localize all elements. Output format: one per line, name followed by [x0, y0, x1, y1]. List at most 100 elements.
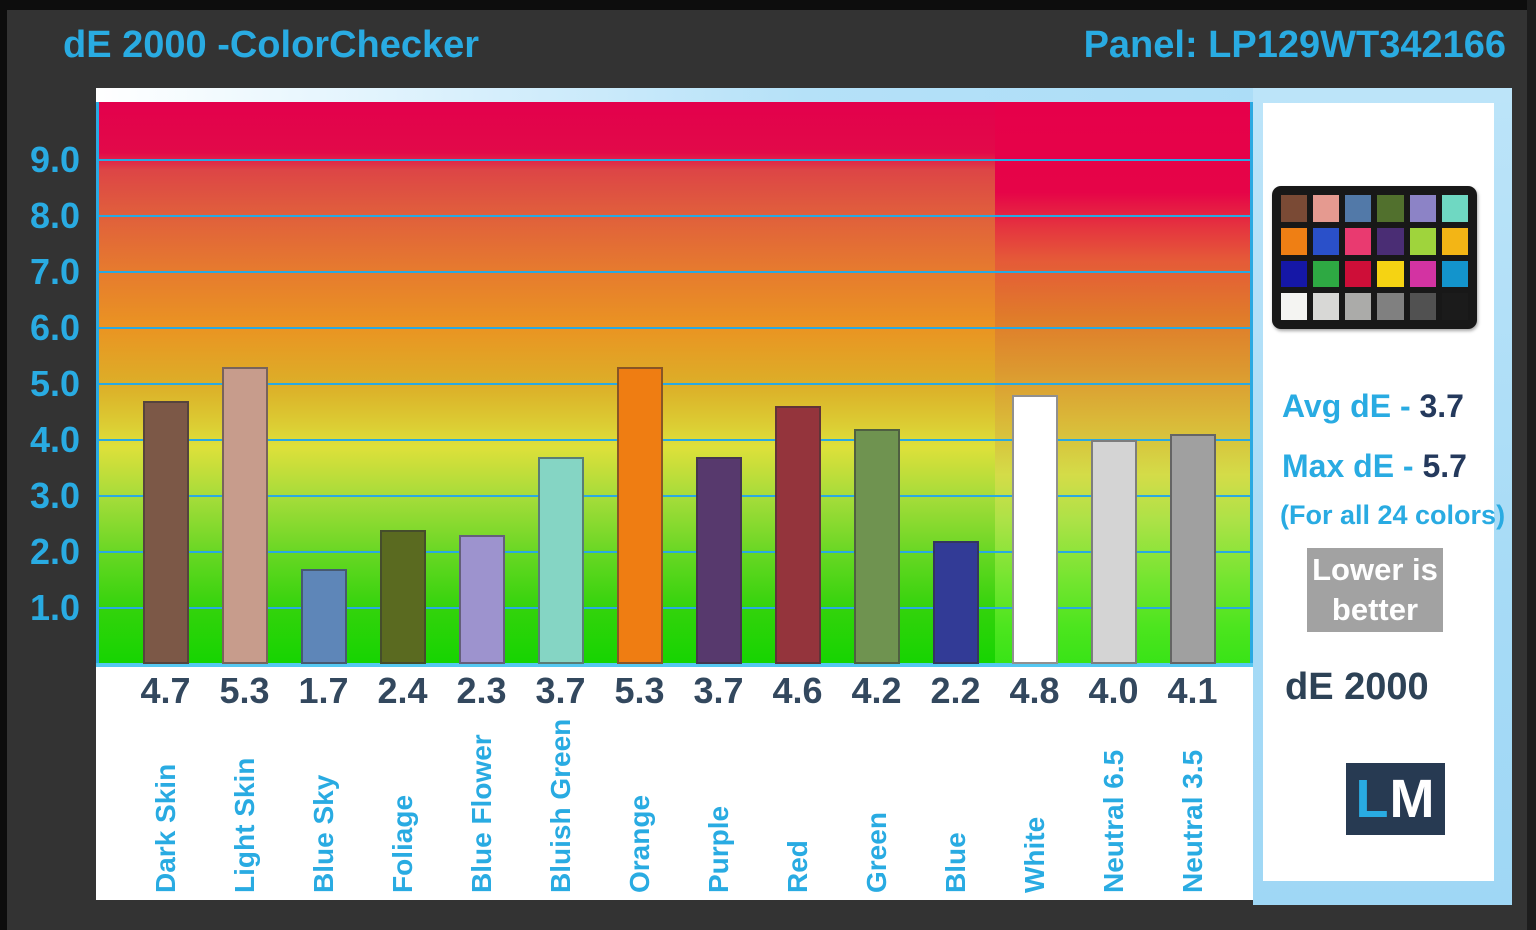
bar-blue-flower	[458, 535, 505, 664]
category-label-purple: Purple	[702, 805, 734, 893]
gridline-2.0	[99, 551, 1250, 553]
avg-de-line: Avg dE - 3.7	[1282, 388, 1464, 425]
colorchecker-swatch-17	[1409, 260, 1436, 288]
colorchecker-swatch-20	[1313, 293, 1340, 320]
lower-is-better-badge: Lower is better	[1307, 548, 1443, 632]
bar-value-neutral-3-5: 4.1	[1167, 670, 1218, 711]
window-border-top	[0, 0, 1536, 10]
plot-right-border	[1250, 102, 1253, 667]
colorchecker-swatch-4	[1377, 195, 1404, 222]
category-label-orange: Orange	[623, 794, 655, 893]
gridline-5.0	[99, 383, 1250, 385]
chart-title: dE 2000 -ColorChecker	[63, 24, 480, 66]
x-axis-line	[96, 663, 1253, 667]
colorchecker-swatch-12	[1441, 227, 1468, 255]
bar-value-bluish-green: 3.7	[535, 670, 586, 711]
chart-frame-top-band	[96, 88, 1512, 103]
bar-red	[774, 406, 821, 664]
bar-value-dark-skin: 4.7	[140, 670, 191, 711]
gridline-9.0	[99, 159, 1250, 161]
gridline-3.0	[99, 495, 1250, 497]
category-panel	[96, 667, 1253, 900]
bar-value-light-skin: 5.3	[219, 670, 270, 711]
bar-value-blue-sky: 1.7	[298, 670, 349, 711]
gridline-4.0	[99, 439, 1250, 441]
bar-value-blue: 2.2	[930, 670, 981, 711]
category-label-neutral-6-5: Neutral 6.5	[1097, 749, 1129, 893]
y-axis-line	[96, 102, 99, 667]
colorchecker-image	[1272, 186, 1477, 329]
bar-value-blue-flower: 2.3	[456, 670, 507, 711]
bar-value-white: 4.8	[1009, 670, 1060, 711]
bar-white	[1011, 395, 1058, 664]
y-axis-label-3.0: 3.0	[29, 475, 80, 516]
y-axis-label-4.0: 4.0	[29, 419, 80, 460]
lm-logo-letter-l: L	[1355, 769, 1390, 829]
colorchecker-swatch-11	[1409, 227, 1436, 255]
colorchecker-swatch-1	[1281, 195, 1308, 222]
colorchecker-swatch-15	[1345, 260, 1372, 288]
bar-purple	[695, 456, 742, 664]
all-colors-note: (For all 24 colors)	[1280, 500, 1506, 530]
bar-value-orange: 5.3	[614, 670, 665, 711]
bar-blue-sky	[300, 568, 347, 664]
bar-dark-skin	[142, 400, 189, 664]
category-label-bluish-green: Bluish Green	[544, 718, 576, 893]
max-de-label: Max dE -	[1282, 448, 1423, 484]
bar-value-red: 4.6	[772, 670, 823, 711]
y-axis-label-7.0: 7.0	[29, 251, 80, 292]
colorchecker-swatch-22	[1377, 293, 1404, 320]
category-label-blue-sky: Blue Sky	[307, 774, 339, 893]
bar-bluish-green	[537, 456, 584, 664]
max-de-line: Max dE - 5.7	[1282, 448, 1467, 485]
de2000-caption: dE 2000	[1285, 666, 1429, 708]
colorchecker-swatch-23	[1409, 293, 1436, 320]
colorchecker-swatch-21	[1345, 293, 1372, 320]
avg-de-label: Avg dE -	[1282, 388, 1420, 424]
y-axis-label-1.0: 1.0	[29, 587, 80, 628]
bar-orange	[616, 367, 663, 664]
bar-value-green: 4.2	[851, 670, 902, 711]
gridline-6.0	[99, 327, 1250, 329]
colorchecker-swatch-16	[1377, 260, 1404, 288]
lm-logo-letter-m: M	[1389, 769, 1436, 829]
category-label-dark-skin: Dark Skin	[149, 763, 181, 893]
bar-value-foliage: 2.4	[377, 670, 428, 711]
colorchecker-swatch-14	[1313, 260, 1340, 288]
max-de-value: 5.7	[1422, 448, 1467, 484]
window-border-right	[1527, 0, 1536, 930]
bar-blue	[932, 540, 979, 664]
bar-value-purple: 3.7	[693, 670, 744, 711]
badge-line-1: Lower is	[1312, 552, 1438, 587]
colorchecker-swatch-7	[1281, 227, 1308, 255]
category-label-green: Green	[860, 812, 892, 893]
colorchecker-swatch-9	[1345, 227, 1372, 255]
colorchecker-swatch-24	[1441, 293, 1468, 320]
bar-value-neutral-6-5: 4.0	[1088, 670, 1139, 711]
bar-neutral-3-5	[1169, 434, 1216, 664]
colorchecker-swatch-6	[1441, 195, 1468, 222]
bar-green	[853, 428, 900, 664]
bar-neutral-6-5	[1090, 440, 1137, 664]
colorchecker-swatch-8	[1313, 227, 1340, 255]
badge-line-2: better	[1331, 592, 1419, 627]
category-label-blue: Blue	[939, 832, 971, 893]
plot-area	[96, 102, 1253, 667]
y-axis-label-8.0: 8.0	[29, 195, 80, 236]
y-axis-label-9.0: 9.0	[29, 139, 80, 180]
window-border-left	[0, 0, 7, 930]
y-axis-label-6.0: 6.0	[29, 307, 80, 348]
category-label-white: White	[1018, 816, 1050, 893]
y-axis-label-5.0: 5.0	[29, 363, 80, 404]
category-label-neutral-3-5: Neutral 3.5	[1176, 749, 1208, 893]
avg-de-value: 3.7	[1419, 388, 1464, 424]
panel-id-label: Panel: LP129WT342166	[1083, 24, 1506, 66]
bar-light-skin	[221, 367, 268, 664]
colorchecker-swatch-19	[1281, 293, 1308, 320]
colorchecker-swatch-3	[1345, 195, 1372, 222]
y-axis-label-2.0: 2.0	[29, 531, 80, 572]
colorchecker-swatch-5	[1409, 195, 1436, 222]
category-label-red: Red	[781, 840, 813, 893]
